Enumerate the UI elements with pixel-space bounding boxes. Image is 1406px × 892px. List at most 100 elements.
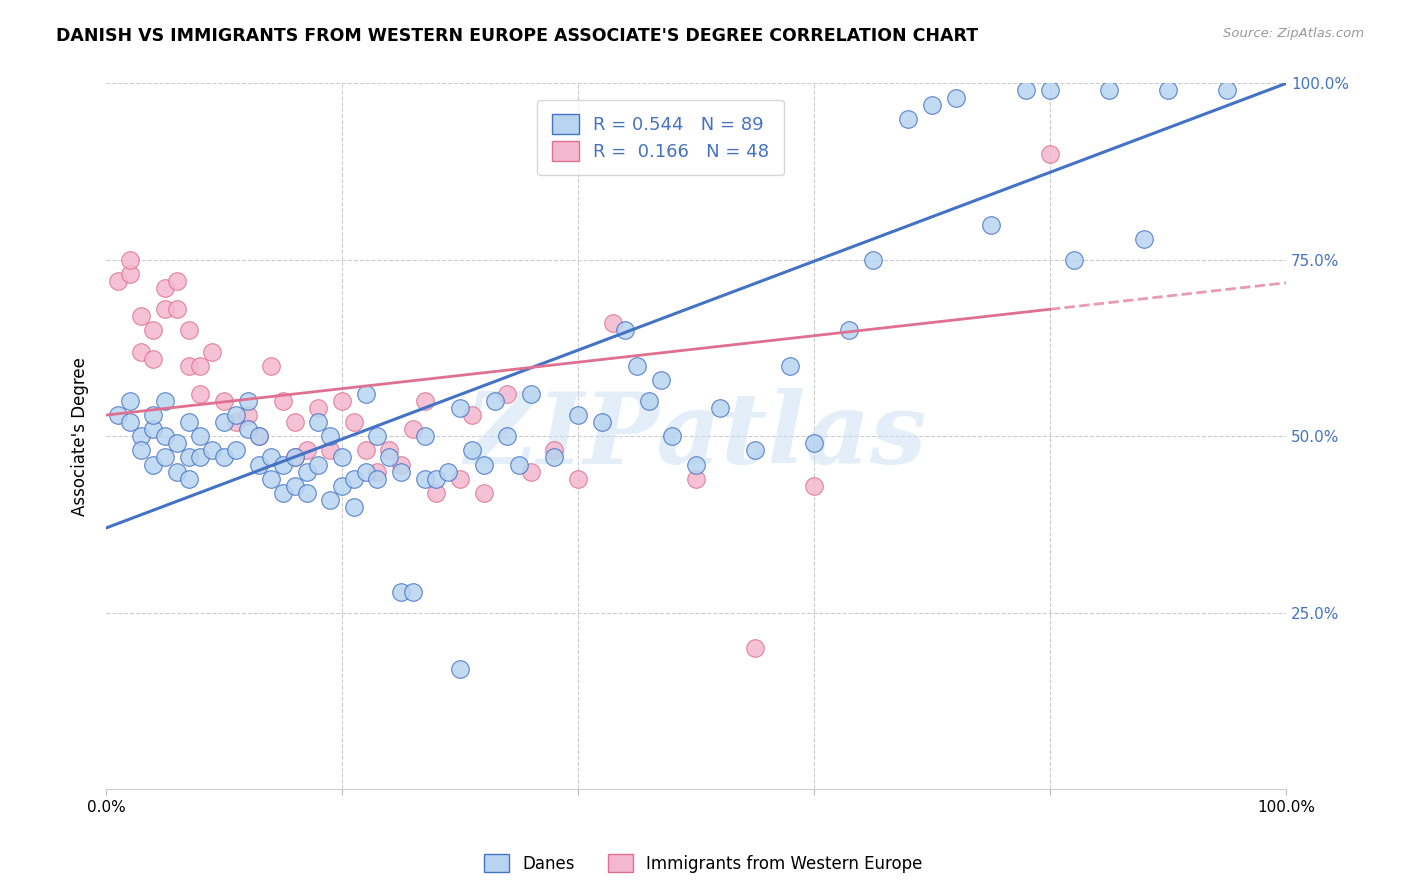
Point [449, 662, 471, 676]
Point [626, 359, 648, 373]
Point [838, 323, 860, 337]
Point [637, 394, 659, 409]
Point [1039, 83, 1062, 97]
Point [153, 394, 176, 409]
Point [543, 443, 565, 458]
Point [685, 472, 707, 486]
Point [330, 478, 353, 492]
Point [897, 112, 920, 126]
Point [461, 443, 484, 458]
Point [413, 429, 436, 443]
Point [284, 450, 307, 465]
Point [260, 472, 283, 486]
Point [177, 323, 200, 337]
Point [661, 429, 683, 443]
Point [166, 302, 188, 317]
Text: DANISH VS IMMIGRANTS FROM WESTERN EUROPE ASSOCIATE'S DEGREE CORRELATION CHART: DANISH VS IMMIGRANTS FROM WESTERN EUROPE… [56, 27, 979, 45]
Point [378, 443, 401, 458]
Point [107, 408, 129, 422]
Point [921, 97, 943, 112]
Point [118, 415, 141, 429]
Point [212, 450, 235, 465]
Point [284, 450, 307, 465]
Point [225, 408, 247, 422]
Point [131, 429, 153, 443]
Point [260, 450, 283, 465]
Point [354, 465, 377, 479]
Legend: Danes, Immigrants from Western Europe: Danes, Immigrants from Western Europe [477, 847, 929, 880]
Point [131, 310, 153, 324]
Point [413, 472, 436, 486]
Point [118, 394, 141, 409]
Point [166, 274, 188, 288]
Point [1063, 252, 1085, 267]
Point [177, 415, 200, 429]
Point [142, 408, 165, 422]
Point [330, 450, 353, 465]
Point [236, 422, 259, 436]
Point [650, 373, 672, 387]
Point [177, 472, 200, 486]
Point [247, 429, 270, 443]
Point [472, 458, 495, 472]
Point [1015, 83, 1038, 97]
Text: Source: ZipAtlas.com: Source: ZipAtlas.com [1223, 27, 1364, 40]
Point [271, 458, 294, 472]
Point [188, 359, 211, 373]
Point [295, 465, 318, 479]
Point [271, 485, 294, 500]
Point [709, 401, 731, 415]
Point [319, 443, 342, 458]
Point [131, 443, 153, 458]
Point [166, 465, 188, 479]
Point [247, 458, 270, 472]
Point [496, 429, 519, 443]
Point [519, 387, 541, 401]
Point [236, 408, 259, 422]
Point [402, 584, 425, 599]
Point [247, 429, 270, 443]
Point [567, 472, 589, 486]
Point [449, 401, 471, 415]
Point [343, 500, 366, 514]
Point [131, 344, 153, 359]
Point [271, 394, 294, 409]
Point [166, 436, 188, 450]
Text: ZIPatlas: ZIPatlas [465, 388, 927, 484]
Point [744, 443, 766, 458]
Y-axis label: Associate's Degree: Associate's Degree [72, 357, 89, 516]
Point [330, 394, 353, 409]
Point [225, 443, 247, 458]
Point [1216, 83, 1239, 97]
Point [402, 422, 425, 436]
Point [307, 458, 329, 472]
Point [153, 429, 176, 443]
Point [449, 472, 471, 486]
Point [201, 443, 224, 458]
Point [496, 387, 519, 401]
Point [366, 472, 388, 486]
Point [177, 450, 200, 465]
Point [142, 323, 165, 337]
Point [543, 450, 565, 465]
Point [614, 323, 637, 337]
Point [437, 465, 460, 479]
Point [389, 584, 412, 599]
Point [284, 415, 307, 429]
Point [284, 478, 307, 492]
Point [461, 408, 484, 422]
Point [295, 485, 318, 500]
Point [519, 465, 541, 479]
Point [188, 450, 211, 465]
Point [591, 415, 613, 429]
Point [803, 436, 825, 450]
Point [142, 351, 165, 366]
Point [343, 415, 366, 429]
Point [1157, 83, 1180, 97]
Point [295, 443, 318, 458]
Point [153, 302, 176, 317]
Point [366, 429, 388, 443]
Point [744, 640, 766, 655]
Point [980, 218, 1002, 232]
Point [862, 252, 884, 267]
